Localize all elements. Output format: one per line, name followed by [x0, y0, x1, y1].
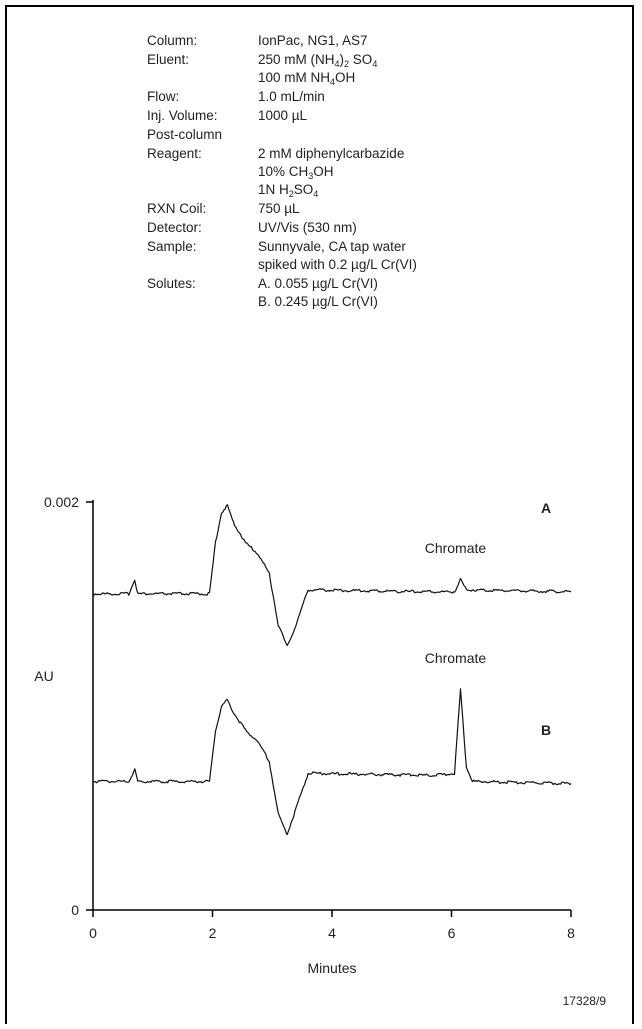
condition-label: Solutes: — [147, 276, 196, 291]
figure-id: 17328/9 — [563, 994, 607, 1008]
condition-value: 250 mM (NH4)2 SO4 — [258, 52, 378, 69]
condition-label: Detector: — [147, 220, 202, 235]
peak-label-chromate: Chromate — [425, 650, 487, 666]
condition-value: A. 0.055 µg/L Cr(VI) — [258, 276, 378, 291]
x-tick-label: 0 — [89, 925, 97, 941]
condition-value: 10% CH3OH — [258, 164, 334, 181]
condition-value: 1.0 mL/min — [258, 89, 325, 104]
condition-label: Reagent: — [147, 146, 202, 161]
series-letter-B: B — [541, 722, 551, 738]
condition-label: Column: — [147, 33, 198, 48]
series-letter-A: A — [541, 500, 551, 516]
x-axis-label: Minutes — [307, 960, 356, 976]
series-line-B — [93, 688, 572, 836]
y-tick-label: 0.002 — [44, 494, 79, 510]
condition-label: Eluent: — [147, 52, 190, 67]
x-tick-label: 4 — [328, 925, 336, 941]
condition-label: Inj. Volume: — [147, 108, 218, 123]
condition-value: spiked with 0.2 µg/L Cr(VI) — [258, 257, 417, 272]
condition-value: 1N H2SO4 — [258, 182, 319, 199]
series-line-A — [92, 504, 572, 647]
condition-value: 2 mM diphenylcarbazide — [258, 146, 405, 161]
condition-value: 100 mM NH4OH — [258, 70, 356, 87]
condition-value: Sunnyvale, CA tap water — [258, 239, 406, 254]
x-tick-label: 8 — [567, 925, 575, 941]
figure-frame — [5, 5, 634, 1024]
condition-value: 1000 µL — [258, 108, 308, 123]
y-axis-label: AU — [34, 668, 53, 684]
y-tick-label: 0 — [71, 902, 79, 918]
labels-group: Chromate Chromate A B — [425, 500, 551, 738]
axes: 0 2 4 6 8 0 0.002 — [44, 494, 575, 941]
condition-label: Sample: — [147, 239, 197, 254]
condition-value: B. 0.245 µg/L Cr(VI) — [258, 294, 378, 309]
condition-value: UV/Vis (530 nm) — [258, 220, 357, 235]
peak-label-chromate: Chromate — [425, 540, 487, 556]
condition-label: Post-column — [147, 127, 223, 142]
x-tick-label: 2 — [209, 925, 217, 941]
condition-value: 750 µL — [258, 201, 300, 216]
x-tick-label: 6 — [448, 925, 456, 941]
series-group — [92, 504, 572, 836]
condition-value: IonPac, NG1, AS7 — [258, 33, 368, 48]
condition-label: Flow: — [147, 89, 180, 104]
condition-label: RXN Coil: — [147, 201, 207, 216]
